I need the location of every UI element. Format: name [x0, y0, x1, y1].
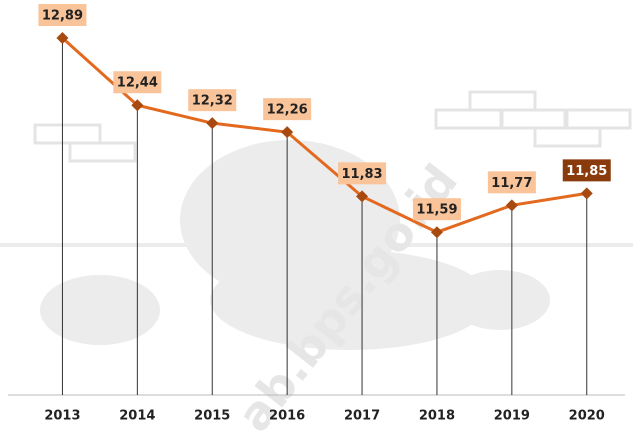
x-tick-label: 2019 — [494, 409, 530, 424]
value-label-box — [412, 198, 461, 221]
value-label-box — [562, 159, 611, 182]
marker — [356, 190, 369, 203]
x-tick-label: 2018 — [419, 409, 455, 424]
x-tick-label: 2015 — [194, 409, 230, 424]
marker — [580, 187, 593, 200]
x-tick-label: 2017 — [344, 409, 380, 424]
value-label-box — [188, 89, 237, 112]
x-tick-label: 2020 — [569, 409, 605, 424]
value-label-box — [263, 98, 312, 121]
value-label: 12,44 — [117, 76, 158, 91]
value-label: 11,59 — [416, 203, 457, 218]
value-label: 11,83 — [341, 167, 382, 182]
marker — [505, 199, 518, 212]
value-label: 11,85 — [566, 164, 607, 179]
value-label-box — [338, 162, 387, 185]
x-tick-label: 2016 — [269, 409, 305, 424]
x-tick-label: 2013 — [44, 409, 80, 424]
value-label: 11,77 — [491, 176, 532, 191]
marker — [430, 226, 443, 239]
value-label: 12,26 — [267, 103, 308, 118]
x-tick-label: 2014 — [119, 409, 155, 424]
marker — [56, 32, 69, 45]
marker — [281, 126, 294, 139]
marker — [206, 117, 219, 130]
background-art — [0, 90, 633, 350]
marker — [131, 99, 144, 112]
value-label-box — [113, 71, 162, 94]
value-label: 12,32 — [192, 94, 233, 109]
value-label-box — [487, 171, 536, 194]
value-label-box — [38, 4, 87, 27]
series-line — [61, 36, 587, 234]
value-label: 12,89 — [42, 9, 83, 24]
